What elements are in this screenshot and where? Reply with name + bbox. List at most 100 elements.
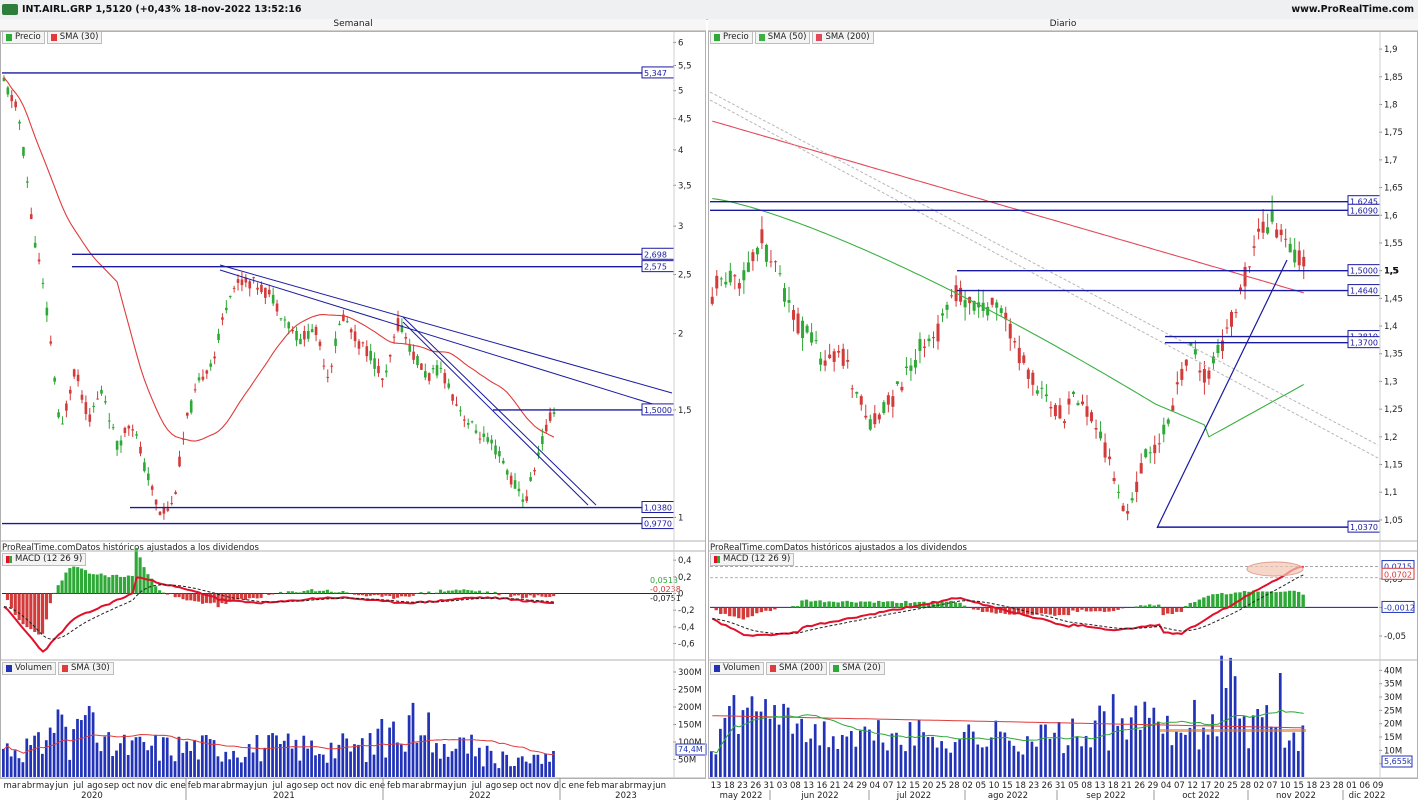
macd-histogram-bar xyxy=(384,593,388,596)
macd-histogram-bar xyxy=(1287,590,1292,608)
candle-body xyxy=(972,300,976,311)
candle-body xyxy=(357,341,361,349)
macd-histogram-bar xyxy=(474,591,478,594)
volume-bar xyxy=(985,746,989,777)
volume-bar xyxy=(450,751,454,777)
volume-bar xyxy=(845,736,849,777)
axis-tick-label: 40M xyxy=(1384,666,1402,676)
macd-histogram-bar xyxy=(68,568,72,594)
candle-body xyxy=(999,308,1003,314)
candle-body xyxy=(107,420,111,422)
macd-histogram-bar xyxy=(795,606,800,608)
weekly-volume-legend-item[interactable]: SMA (30) xyxy=(58,662,114,675)
volume-bar xyxy=(737,733,740,777)
x-axis-label: 21 xyxy=(1121,781,1132,791)
candle-body xyxy=(100,389,103,394)
candle-body xyxy=(1085,406,1089,417)
volume-bar xyxy=(333,758,337,777)
x-axis-label: 18 xyxy=(1306,781,1317,791)
candle-body xyxy=(1071,391,1075,395)
weekly-volume-legend-item[interactable]: Volumen xyxy=(2,662,57,675)
macd-histogram-bar xyxy=(904,600,908,608)
candle-body xyxy=(1297,250,1301,266)
candle-body xyxy=(353,331,357,342)
candle-body xyxy=(986,306,990,316)
candle-body xyxy=(217,333,220,341)
x-axis-label: 07 xyxy=(883,781,894,791)
x-axis-label: sep xyxy=(502,781,517,791)
volume-bar xyxy=(795,723,799,777)
macd-histogram-bar xyxy=(877,600,881,608)
macd-histogram-bar xyxy=(21,593,25,625)
x-axis-label: jul xyxy=(272,781,283,791)
macd-histogram-bar xyxy=(1188,602,1192,608)
candle-body xyxy=(1225,327,1229,329)
volume-bar xyxy=(723,717,727,777)
month-label: ago 2022 xyxy=(988,791,1028,800)
macd-histogram-bar xyxy=(91,574,95,594)
volume-bar xyxy=(1161,733,1165,777)
volume-bar xyxy=(1193,699,1196,777)
month-label: sep 2022 xyxy=(1086,791,1125,800)
x-axis-label: feb xyxy=(387,781,401,791)
axis-tick-label: 300M xyxy=(678,668,702,678)
candle-body xyxy=(509,475,513,485)
volume-bar xyxy=(146,750,150,777)
volume-bar xyxy=(1129,717,1133,777)
candle-body xyxy=(92,405,95,408)
macd-histogram-bar xyxy=(357,593,361,596)
macd-histogram-bar xyxy=(872,602,876,608)
x-axis-label: nov xyxy=(336,781,352,791)
x-axis-label: 01 xyxy=(1346,781,1357,791)
macd-histogram-bar xyxy=(341,591,345,594)
x-axis-label: jun xyxy=(54,781,68,791)
candle-body xyxy=(310,329,314,333)
candle-body xyxy=(29,214,33,219)
macd-histogram-bar xyxy=(895,602,899,608)
candle-body xyxy=(478,438,482,440)
macd-histogram-bar xyxy=(913,602,917,608)
candle-body xyxy=(1202,369,1206,383)
candle-body xyxy=(431,368,435,370)
macd-histogram-bar xyxy=(368,593,372,596)
x-axis-label: may xyxy=(235,781,254,791)
level-label: 1,0370 xyxy=(1350,523,1378,532)
volume-bar xyxy=(216,756,220,777)
daily-macd-chip[interactable]: MACD (12 26 9) xyxy=(710,553,795,566)
volume-bar xyxy=(728,706,731,777)
axis-tick-label: 1,35 xyxy=(1384,350,1403,360)
candle-body xyxy=(1148,452,1152,454)
legend-swatch-icon xyxy=(833,665,840,672)
macd-histogram-bar xyxy=(64,572,68,594)
candle-body xyxy=(728,270,732,283)
macd-histogram-bar xyxy=(1251,590,1256,608)
site-link[interactable]: www.ProRealTime.com xyxy=(1291,4,1414,15)
macd-histogram-bar xyxy=(509,593,513,598)
x-axis-label: 13 xyxy=(803,781,814,791)
volume-bar xyxy=(1057,722,1061,777)
x-axis-label: may xyxy=(434,781,453,791)
daily-volume-legend-item[interactable]: SMA (20) xyxy=(829,662,885,675)
macd-histogram-bar xyxy=(809,601,813,608)
weekly-price-legend-item[interactable]: Precio xyxy=(2,31,45,44)
macd-histogram-bar xyxy=(462,589,466,594)
legend-label: Volumen xyxy=(723,663,761,673)
macd-histogram-bar xyxy=(33,593,37,632)
candle-body xyxy=(143,462,146,472)
volume-bar xyxy=(1125,739,1129,777)
macd-histogram-bar xyxy=(854,602,858,608)
axis-tick-label: 1,7 xyxy=(1384,156,1398,166)
volume-bar xyxy=(750,696,754,777)
volume-bar xyxy=(513,765,516,777)
candle-body xyxy=(326,376,330,378)
volume-bar xyxy=(548,761,551,777)
daily-volume-legend-item[interactable]: Volumen xyxy=(710,662,765,675)
candle-body xyxy=(513,480,517,489)
weekly-macd-chip[interactable]: MACD (12 26 9) xyxy=(2,553,87,566)
macd-histogram-bar xyxy=(220,593,224,604)
daily-volume-legend-item[interactable]: SMA (200) xyxy=(766,662,828,675)
volume-bar xyxy=(1251,715,1255,777)
macd-histogram-bar xyxy=(890,601,894,608)
candle-body xyxy=(283,319,287,321)
